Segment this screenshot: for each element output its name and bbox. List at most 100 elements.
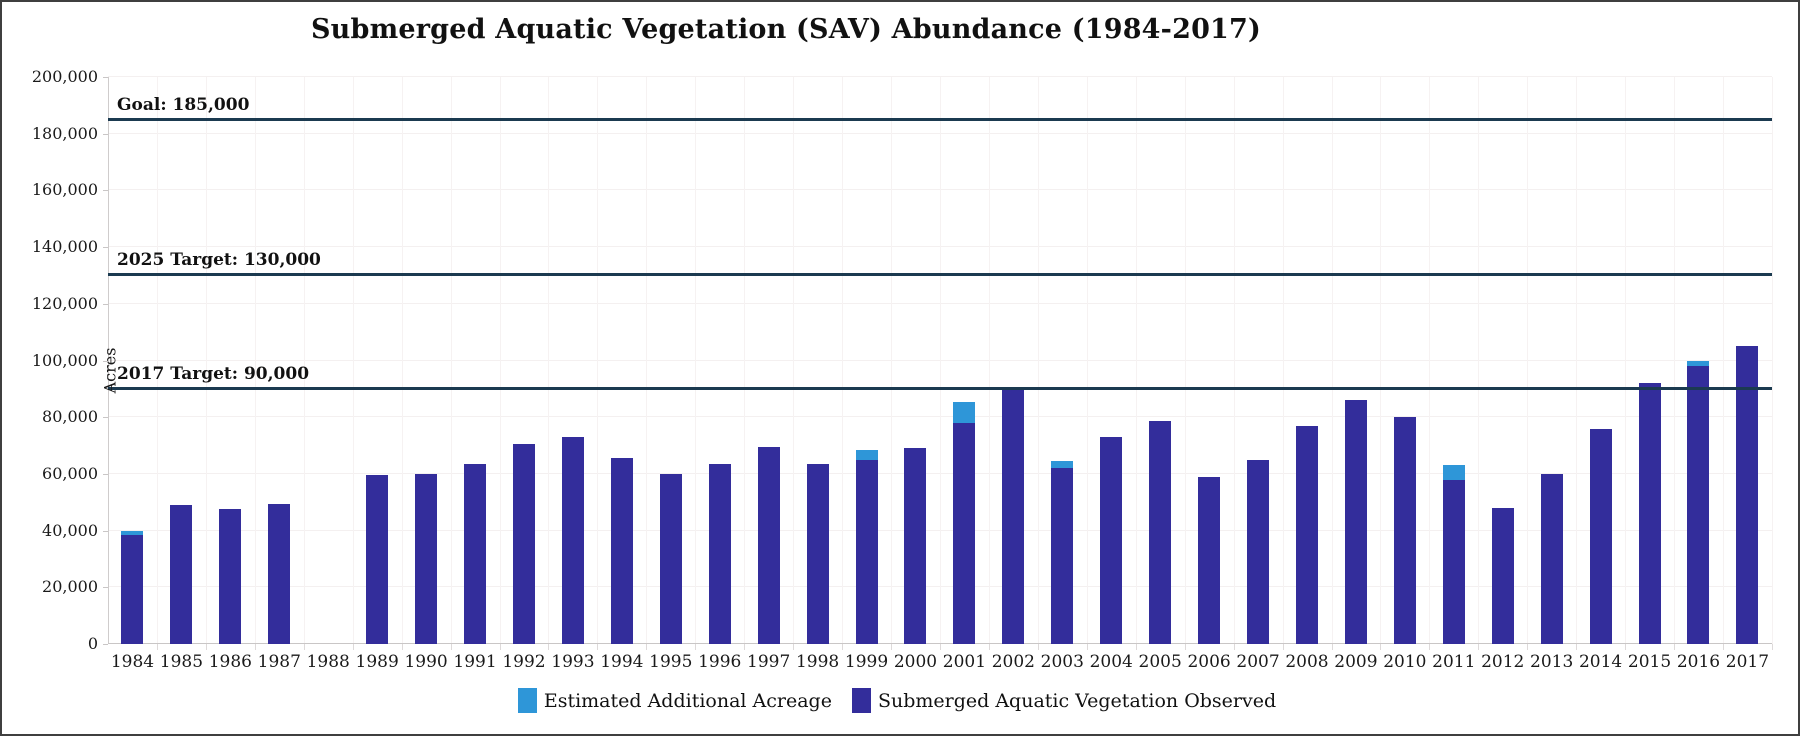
gridline-x-9	[548, 77, 550, 644]
bar-1984-observed[interactable]	[121, 534, 144, 644]
x-axis-labels: 1984 1985 1986 1987 1988 1989 1990 1991 1992 1993…	[108, 652, 1772, 672]
bar-2005-observed[interactable]	[1149, 421, 1172, 644]
x-tick-label-1986: 1986	[208, 652, 252, 672]
bar-2013-observed[interactable]	[1540, 473, 1563, 644]
bar-1986-observed[interactable]	[219, 509, 242, 644]
bar-slot-2016	[1674, 77, 1723, 644]
y-tick-mark-200000	[103, 77, 108, 78]
bar-2011-observed[interactable]	[1442, 479, 1465, 644]
bar-1993-observed[interactable]	[561, 437, 584, 644]
bar-2006-observed[interactable]	[1198, 476, 1221, 644]
x-tick-label-2011: 2011	[1432, 652, 1476, 672]
bar-1985-observed[interactable]	[170, 505, 193, 644]
gridline-x-22	[1184, 77, 1186, 644]
bar-2016-estimated-additional[interactable]	[1687, 360, 1710, 367]
bar-slot-1993	[548, 77, 597, 644]
bar-slot-1989	[353, 77, 402, 644]
bar-2004-observed[interactable]	[1100, 437, 1123, 644]
x-tick-mark-34	[1772, 644, 1773, 650]
y-tick-mark-180000	[103, 133, 108, 135]
x-tick-label-1987: 1987	[257, 652, 301, 672]
x-tick-label-2014: 2014	[1578, 652, 1623, 672]
bar-2007-observed[interactable]	[1247, 459, 1270, 644]
x-tick-label-2012: 2012	[1481, 652, 1525, 672]
bar-2010-observed[interactable]	[1393, 417, 1416, 644]
x-tick-mark-15	[842, 644, 844, 650]
bar-2003-estimated-additional[interactable]	[1051, 461, 1074, 469]
bar-2016-observed[interactable]	[1687, 366, 1710, 644]
bar-2002-observed[interactable]	[1002, 387, 1025, 644]
x-axis-line	[108, 643, 1772, 644]
bar-1987-observed[interactable]	[268, 503, 291, 644]
bar-slot-2001	[940, 77, 989, 644]
x-tick-label-1988: 1988	[306, 652, 350, 672]
x-tick-label-1991: 1991	[453, 652, 497, 672]
gridline-x-23	[1233, 77, 1235, 644]
gridline-x-30	[1576, 77, 1578, 644]
bar-1997-observed[interactable]	[757, 446, 780, 644]
bar-2008-observed[interactable]	[1295, 425, 1318, 644]
gridline-x-32	[1674, 77, 1676, 644]
gridline-x-4	[303, 77, 305, 644]
bar-slot-1986	[206, 77, 255, 644]
gridline-x-5	[352, 77, 354, 644]
y-tick-label-160000: 160,000	[31, 180, 98, 200]
x-tick-label-1985: 1985	[159, 652, 204, 672]
bar-slot-2017	[1723, 77, 1772, 644]
x-tick-label-2004: 2004	[1089, 652, 1133, 672]
reference-line-90000	[108, 386, 1772, 390]
bar-2012-observed[interactable]	[1491, 507, 1514, 644]
bar-2003-observed[interactable]	[1051, 468, 1074, 644]
bar-2000-observed[interactable]	[904, 448, 927, 644]
bar-slot-1998	[793, 77, 842, 644]
bar-1984-estimated-additional[interactable]	[121, 530, 144, 535]
gridline-x-15	[842, 77, 844, 644]
bar-1995-observed[interactable]	[659, 473, 682, 644]
y-tick-mark-140000	[103, 247, 108, 249]
bar-slot-2014	[1576, 77, 1625, 644]
bar-2015-observed[interactable]	[1638, 383, 1661, 644]
x-tick-label-2008: 2008	[1285, 652, 1329, 672]
x-tick-mark-16	[891, 644, 893, 650]
bar-1990-observed[interactable]	[415, 473, 438, 644]
legend-label-estimated: Estimated Additional Acreage	[543, 689, 832, 712]
gridline-x-31	[1625, 77, 1627, 644]
bar-2001-observed[interactable]	[953, 422, 976, 644]
gridline-x-20	[1086, 77, 1088, 644]
gridline-x-3	[254, 77, 256, 644]
legend-item-estimated[interactable]: Estimated Additional Acreage	[517, 688, 832, 713]
bar-2009-observed[interactable]	[1344, 400, 1367, 644]
bar-1989-observed[interactable]	[366, 475, 389, 644]
x-tick-mark-5	[352, 644, 354, 650]
legend-item-observed[interactable]: Submerged Aquatic Vegetation Observed	[851, 688, 1276, 713]
bar-1991-observed[interactable]	[464, 463, 487, 644]
bar-2014-observed[interactable]	[1589, 428, 1612, 644]
x-tick-label-1989: 1989	[355, 652, 399, 672]
x-tick-mark-31	[1625, 644, 1627, 650]
bar-1999-estimated-additional[interactable]	[855, 449, 878, 460]
bar-1992-observed[interactable]	[512, 444, 535, 644]
bar-slot-1992	[500, 77, 549, 644]
gridline-x-25	[1331, 77, 1333, 644]
bar-1998-observed[interactable]	[806, 463, 829, 644]
x-tick-mark-14	[793, 644, 795, 650]
gridline-x-34	[1772, 77, 1773, 644]
bar-2001-estimated-additional[interactable]	[953, 401, 976, 423]
x-tick-mark-26	[1380, 644, 1382, 650]
y-tick-label-60000: 60,000	[42, 463, 98, 483]
x-tick-label-2017: 2017	[1725, 652, 1770, 672]
x-tick-label-1994: 1994	[600, 652, 644, 672]
x-tick-label-1999: 1999	[844, 652, 889, 672]
bar-1994-observed[interactable]	[610, 458, 633, 644]
y-tick-label-180000: 180,000	[31, 123, 98, 143]
bar-1999-observed[interactable]	[855, 459, 878, 644]
bar-slot-2002	[989, 77, 1038, 644]
bar-2011-estimated-additional[interactable]	[1442, 465, 1465, 480]
bar-2017-observed[interactable]	[1736, 346, 1759, 644]
bar-slot-2007	[1234, 77, 1283, 644]
bar-slot-1990	[402, 77, 451, 644]
bar-1996-observed[interactable]	[708, 463, 731, 644]
gridline-x-29	[1527, 77, 1529, 644]
x-tick-label-2006: 2006	[1187, 652, 1231, 672]
x-tick-mark-23	[1233, 644, 1235, 650]
